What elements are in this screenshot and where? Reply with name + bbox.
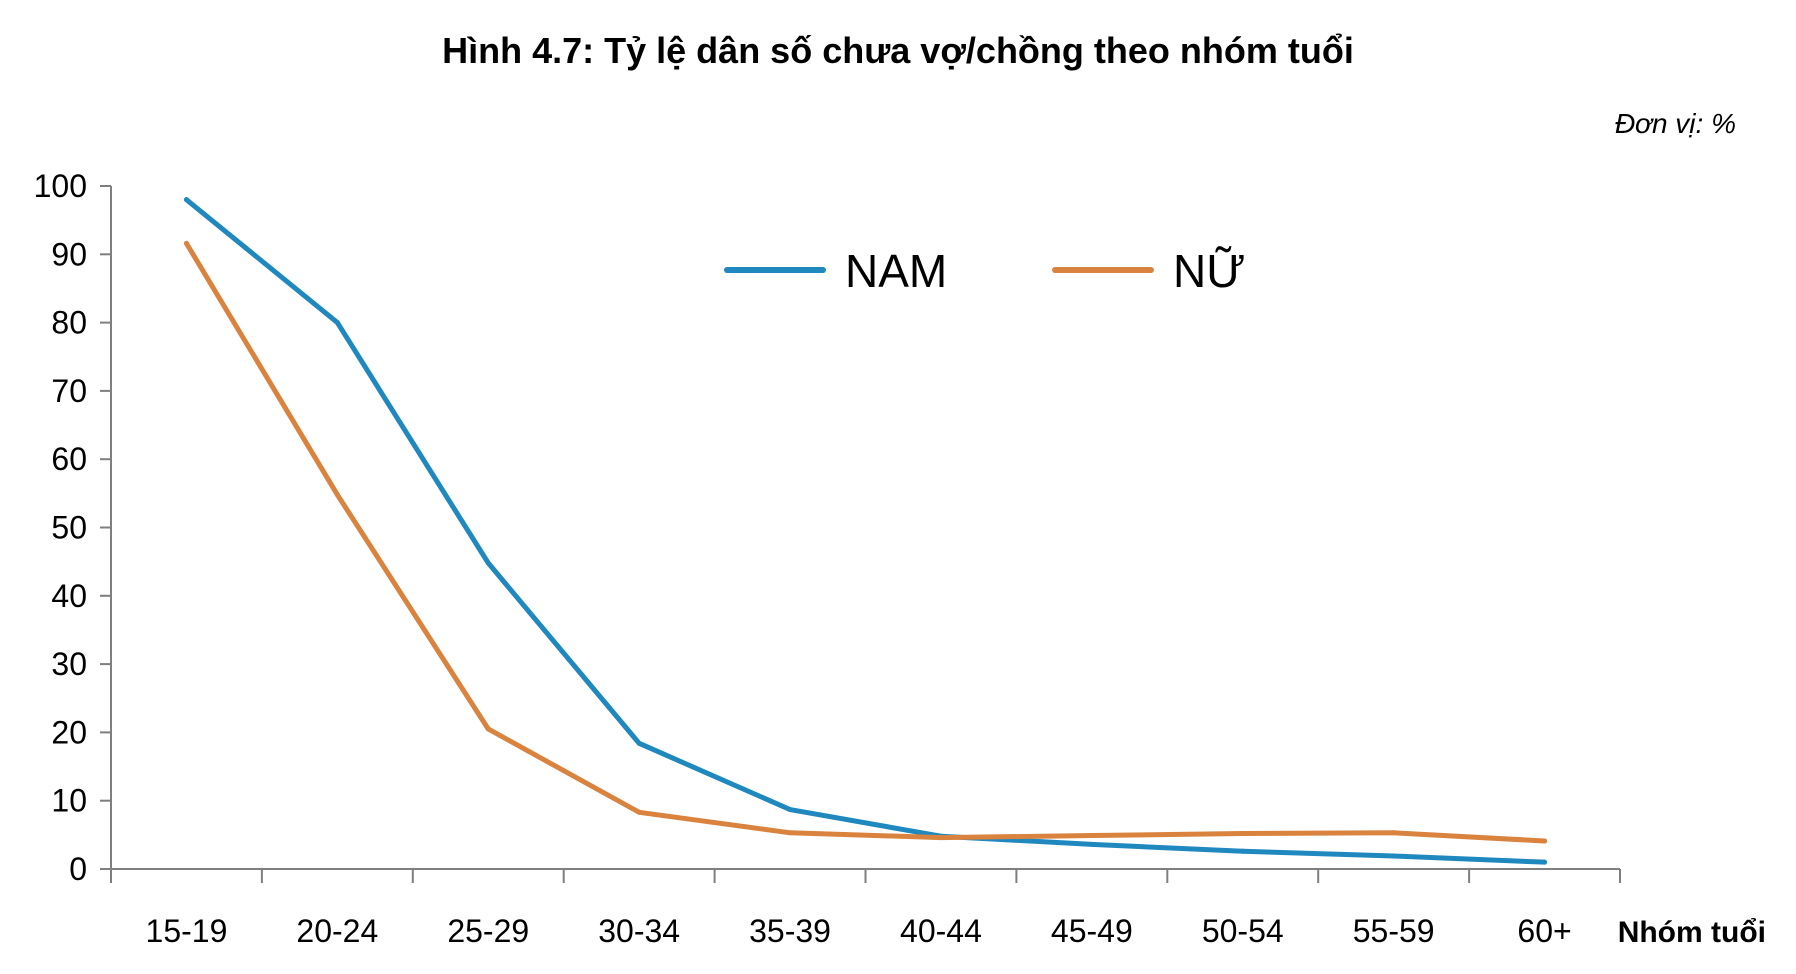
- data-point: [485, 726, 491, 732]
- y-tick-label: 100: [34, 168, 87, 204]
- y-tick-label: 50: [51, 510, 87, 546]
- data-point: [334, 320, 340, 326]
- x-tick-label: 25-29: [447, 913, 529, 949]
- data-point: [787, 807, 793, 813]
- x-tick-label: 50-54: [1202, 913, 1284, 949]
- y-tick-label: 60: [51, 441, 87, 477]
- y-tick-label: 0: [69, 851, 87, 887]
- unit-note: Đơn vị: %: [1614, 108, 1736, 139]
- data-point: [183, 240, 189, 246]
- y-tick-label: 10: [51, 783, 87, 819]
- data-point: [1240, 830, 1246, 836]
- data-point: [1542, 838, 1548, 844]
- y-tick-label: 30: [51, 646, 87, 682]
- y-tick-label: 70: [51, 373, 87, 409]
- data-point: [787, 830, 793, 836]
- legend-label: NỮ: [1173, 245, 1246, 297]
- x-tick-label: 30-34: [598, 913, 680, 949]
- legend-label: NAM: [845, 245, 947, 297]
- x-tick-label: 35-39: [749, 913, 831, 949]
- data-point: [938, 835, 944, 841]
- x-tick-label: 40-44: [900, 913, 982, 949]
- data-point: [636, 809, 642, 815]
- data-point: [334, 492, 340, 498]
- data-point: [485, 560, 491, 566]
- y-tick-label: 20: [51, 714, 87, 750]
- x-tick-label: 55-59: [1353, 913, 1435, 949]
- data-point: [1542, 859, 1548, 865]
- chart-title: Hình 4.7: Tỷ lệ dân số chưa vợ/chồng the…: [442, 30, 1354, 71]
- x-tick-label: 15-19: [146, 913, 228, 949]
- x-tick-label: 45-49: [1051, 913, 1133, 949]
- data-point: [636, 740, 642, 746]
- data-point: [1089, 833, 1095, 839]
- series-lines: [183, 197, 1548, 865]
- series-line-nu: [183, 240, 1548, 844]
- data-point: [1391, 853, 1397, 859]
- y-tick-label: 80: [51, 305, 87, 341]
- data-point: [1240, 848, 1246, 854]
- series-line-nam: [183, 197, 1548, 865]
- legend: NAM NỮ: [724, 245, 1246, 297]
- x-tick-label: 20-24: [296, 913, 378, 949]
- x-axis-title: Nhóm tuổi: [1618, 916, 1766, 949]
- x-tick-label: 60+: [1517, 913, 1571, 949]
- y-tick-label: 40: [51, 578, 87, 614]
- y-tick-label: 90: [51, 236, 87, 272]
- data-point: [1089, 841, 1095, 847]
- data-point: [1391, 830, 1397, 836]
- axes: 0 10 20 30 40 50 60 70 80 90 100 15-19 20-24 25-29 30-…: [34, 168, 1766, 949]
- data-point: [183, 197, 189, 203]
